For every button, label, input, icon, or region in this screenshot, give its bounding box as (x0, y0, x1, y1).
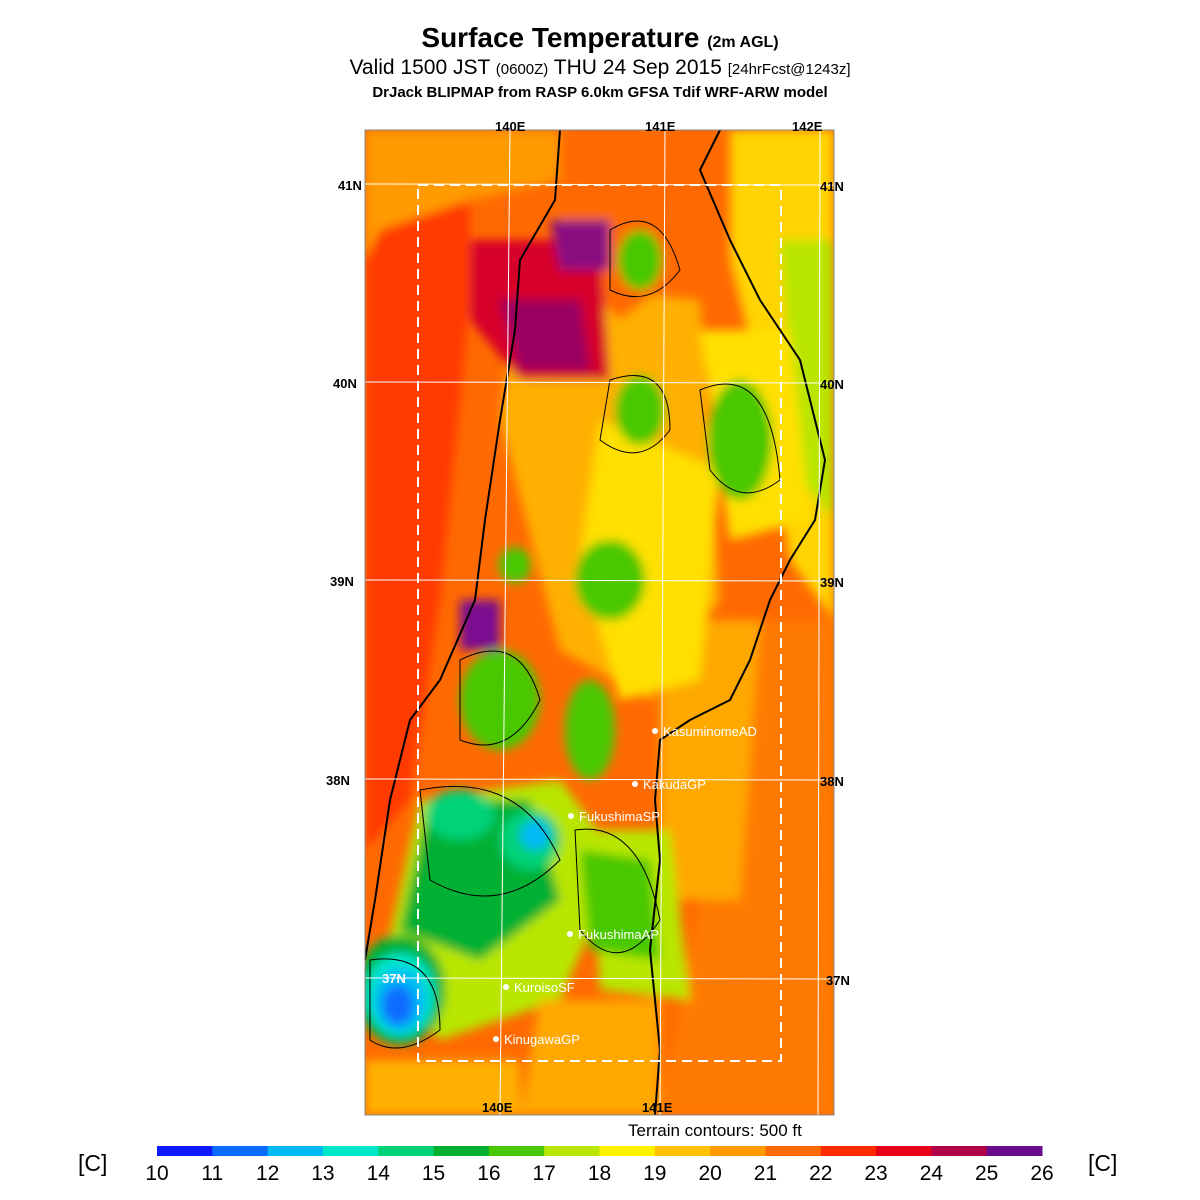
lat-label-left: 38N (326, 773, 350, 788)
site-label: KakudaGP (643, 777, 706, 792)
valid-time-line: Valid 1500 JST (0600Z) THU 24 Sep 2015 [… (0, 56, 1200, 80)
lon-label-top: 140E (495, 119, 526, 134)
terrain-contour-5 (419, 785, 561, 897)
site-marker (493, 1036, 499, 1042)
colorbar-tick-label: 26 (1030, 1162, 1053, 1185)
site-marker (568, 813, 574, 819)
terrain-note: Terrain contours: 500 ft (628, 1121, 802, 1140)
lat-label-right: 41N (820, 179, 844, 194)
colorbar-tick-label: 22 (809, 1162, 832, 1185)
coastline-west (365, 130, 561, 961)
site-marker (652, 728, 658, 734)
temperature-field: KasuminomeAD KakudaGP FukushimaSP Fukush… (365, 130, 834, 1115)
colorbar-unit-left: [C] (78, 1150, 108, 1176)
colorbar-tick-label: 17 (533, 1162, 556, 1185)
colorbar-tick-label: 15 (422, 1162, 445, 1185)
site-markers (493, 728, 658, 1042)
colorbar-swatch (378, 1146, 435, 1156)
forecast-info: [24hrFcst@1243z] (727, 61, 851, 78)
colorbar-tick-label: 25 (975, 1162, 998, 1185)
colorbar-swatch (322, 1146, 379, 1156)
colorbar-tick-label: 10 (145, 1162, 168, 1185)
lon-label-top: 141E (645, 119, 676, 134)
lat-label-left: 40N (333, 376, 357, 391)
colorbar-tick-label: 12 (256, 1162, 279, 1185)
colorbar-swatch (654, 1146, 711, 1156)
colorbar-tick-label: 19 (643, 1162, 666, 1185)
colorbar-swatch (876, 1146, 932, 1156)
valid-date: THU 24 Sep 2015 (553, 56, 722, 79)
lat-label-right: 40N (820, 377, 844, 392)
valid-prefix: Valid 1500 JST (349, 56, 490, 79)
lat-label-right: 38N (820, 774, 844, 789)
site-marker (503, 984, 509, 990)
colorbar-swatch (212, 1146, 269, 1156)
model-line: DrJack BLIPMAP from RASP 6.0km GFSA Tdif… (372, 84, 828, 101)
title-sub: (2m AGL) (707, 34, 779, 51)
colorbar-tick-label: 18 (588, 1162, 611, 1185)
terrain-contour-3 (699, 383, 781, 494)
site-label: FukushimaSP (579, 809, 660, 824)
terrain-contour-2 (599, 375, 671, 454)
colorbar-swatch (157, 1146, 213, 1156)
lat-label-right: 37N (826, 973, 850, 988)
colorbar-swatch (765, 1146, 822, 1156)
lat-label-right: 39N (820, 575, 844, 590)
colorbar-tick-label: 11 (201, 1162, 223, 1185)
colorbar-tick-label: 21 (754, 1162, 777, 1185)
lat-label-left: 41N (338, 178, 362, 193)
colorbar-unit-right: [C] (1088, 1150, 1118, 1176)
colorbar-tick-label: 14 (367, 1162, 391, 1185)
colorbar-swatch (488, 1146, 545, 1156)
site-label: KinugawaGP (504, 1032, 580, 1047)
colorbar-swatch (267, 1146, 324, 1156)
colorbar-swatch (986, 1146, 1043, 1156)
terrain-contour-1 (609, 220, 681, 298)
site-label: KuroisoSF (514, 980, 575, 995)
site-marker (567, 931, 573, 937)
terrain-contour-4 (459, 650, 541, 746)
terrain-contour-7 (574, 828, 661, 954)
colorbar-swatch (931, 1146, 988, 1156)
lon-label-top: 142E (792, 119, 823, 134)
map-title: Surface Temperature (2m AGL) (0, 22, 1200, 54)
lat-label-left: 37N (382, 971, 406, 986)
colorbar-tick-label: 20 (698, 1162, 721, 1185)
valid-zulu: (0600Z) (495, 61, 549, 78)
colorbar-swatch (710, 1146, 766, 1156)
terrain-contour-6 (369, 958, 441, 1049)
site-marker (632, 781, 638, 787)
map-frame (364, 129, 835, 1116)
coastline-east (648, 130, 827, 1115)
colorbar-tick-label: 13 (311, 1162, 334, 1185)
lat-label-left: 39N (330, 574, 354, 589)
lon-label-bottom: 140E (482, 1100, 513, 1115)
title-main: Surface Temperature (421, 22, 700, 53)
colorbar-tick-label: 23 (864, 1162, 887, 1185)
colorbar-swatch (433, 1146, 490, 1156)
colorbar-tick-label: 16 (477, 1162, 500, 1185)
colorbar-tick-label: 24 (920, 1162, 944, 1185)
site-label: FukushimaAP (578, 927, 659, 942)
inner-domain-box (417, 184, 782, 1062)
lon-label-bottom: 141E (642, 1100, 673, 1115)
site-label: KasuminomeAD (663, 724, 757, 739)
colorbar-swatch (820, 1146, 877, 1156)
colorbar-swatch (599, 1146, 656, 1156)
colorbar-swatch (544, 1146, 600, 1156)
colorbar: 10 11 12 13 14 15 16 17 18 19 20 21 22 23 24 25 26 (145, 1146, 1054, 1185)
